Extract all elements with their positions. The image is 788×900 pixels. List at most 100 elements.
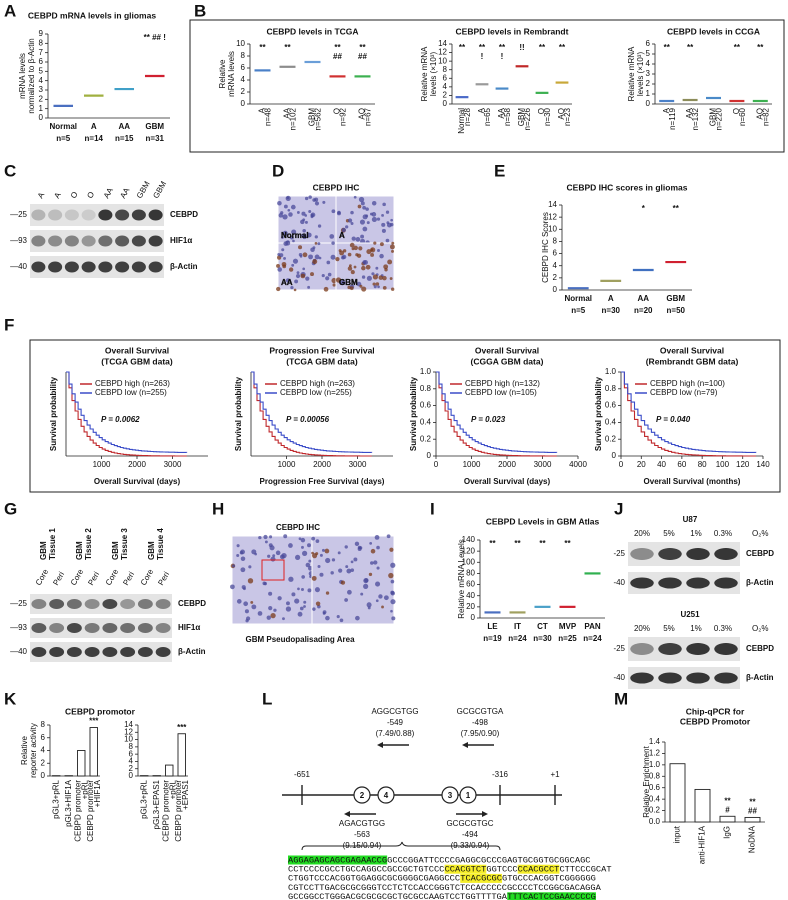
y-tick-label: 100 (462, 557, 476, 566)
ihc-cell (335, 257, 340, 262)
ihc-cell (368, 572, 373, 577)
site-label: GCGCGTGC (446, 819, 493, 828)
y-tick-label: 14 (438, 39, 447, 48)
blot-strip (30, 230, 164, 252)
blot-band (102, 599, 118, 609)
ihc-cell (388, 572, 394, 579)
y-axis-label: Survival probability (409, 376, 418, 451)
ihc-cell (381, 605, 384, 609)
unit-label: O₂% (752, 529, 768, 538)
ihc-cell (349, 242, 355, 248)
significance-label: ** (724, 796, 731, 805)
ihc-cell (307, 285, 311, 289)
ihc-cell (360, 234, 365, 239)
y-tick-label: 0 (646, 99, 651, 108)
bar (669, 763, 686, 823)
x-tick-label: O (537, 108, 546, 114)
x-tick-label: 3000 (534, 460, 552, 469)
ihc-cell (307, 588, 312, 593)
protein-label: β-Actin (178, 647, 206, 656)
x-tick-label: IgG (723, 826, 732, 839)
ihc-cell (268, 606, 273, 611)
y-tick-label: 10 (438, 56, 447, 65)
y-tick-label: 6 (241, 63, 246, 72)
ihc-cell (314, 242, 318, 245)
brace (301, 841, 501, 851)
ihc-cell (294, 279, 299, 284)
y-tick-label: 0.4 (649, 794, 661, 803)
ihc-cell (293, 288, 297, 292)
ihc-cell (391, 241, 395, 245)
protein-label: CEBPD (746, 644, 774, 653)
ihc-cell (302, 267, 306, 271)
y-tick-label: 2 (241, 87, 246, 96)
blot-band (131, 261, 146, 273)
y-tick-label: 0.6 (420, 401, 432, 410)
sequence-text: CCACGCCT (518, 864, 560, 874)
n-label: n=119 (668, 107, 677, 129)
survival-curve (436, 371, 557, 457)
ihc-cell (337, 551, 341, 555)
ihc-cell (264, 540, 268, 544)
y-axis-label: Survival probability (594, 376, 603, 451)
ihc-cell (351, 236, 356, 241)
ihc-cell (305, 276, 310, 281)
ihc-cell (375, 266, 379, 270)
ihc-cell (298, 245, 303, 250)
ihc-cell (377, 249, 380, 253)
y-tick-label: 0 (39, 113, 44, 122)
panel-b-frame (189, 19, 785, 153)
ihc-cell (315, 601, 321, 606)
x-tick-label: GBM (308, 108, 317, 127)
y-tick-label: 5 (39, 66, 44, 75)
ihc-cell (340, 280, 346, 286)
x-tick-label: +pRL (168, 779, 177, 799)
x-tick-label: 2000 (498, 460, 516, 469)
panel-letter: J (614, 499, 623, 518)
quadrant-label: GBM (339, 278, 358, 287)
sequence-text: CCACGGTCGGGGGG (523, 874, 596, 884)
ihc-cell (283, 256, 286, 260)
sequence-highlight (288, 855, 388, 865)
blot-band (66, 599, 82, 609)
condition-label: 20% (634, 624, 650, 633)
image-title: CEBPD IHC (313, 182, 360, 192)
ihc-cell (362, 260, 367, 265)
y-tick-label: 4 (129, 757, 134, 766)
significance-label: ** (687, 43, 694, 52)
x-tick-label: IT (514, 622, 521, 631)
panel-letter: E (494, 161, 505, 180)
ihc-cell (357, 204, 362, 209)
ihc-cell (324, 548, 330, 554)
y-axis-label: Relative mRNA (420, 46, 429, 101)
panel-letter: I (430, 499, 435, 518)
ihc-cell (285, 278, 290, 283)
x-tick-label: CEBPD promoter (73, 780, 82, 842)
y-tick-label: 6 (41, 733, 46, 742)
y-axis-label: Relative mRNA Levels (457, 539, 466, 619)
y-tick-label: 0 (41, 771, 46, 780)
blot-strip (30, 256, 164, 278)
ihc-cell (358, 246, 363, 251)
image-title: CEBPD IHC (276, 523, 320, 532)
blot-band (630, 577, 654, 589)
blot-band (658, 643, 682, 655)
ihc-cell (283, 241, 289, 246)
ihc-cell (279, 253, 284, 258)
ihc-cell (350, 222, 354, 225)
y-tick-label: 1.0 (649, 760, 661, 769)
ihc-cell (257, 611, 263, 616)
plot-title: Overall Survival (475, 345, 539, 355)
blot-band (49, 647, 65, 657)
ihc-cell (317, 224, 322, 228)
ihc-cell (301, 575, 305, 579)
blot-strip (30, 204, 164, 226)
x-tick-label: CEBPD promoter (161, 780, 170, 842)
y-axis-label: Relative mRNA (627, 46, 636, 101)
significance-label: ** (559, 43, 566, 52)
ihc-cell (277, 267, 282, 272)
panel-letter: H (212, 499, 224, 518)
tissue-label: GBM (75, 541, 84, 560)
ihc-cell (251, 549, 257, 555)
position-label: +1 (550, 770, 560, 779)
